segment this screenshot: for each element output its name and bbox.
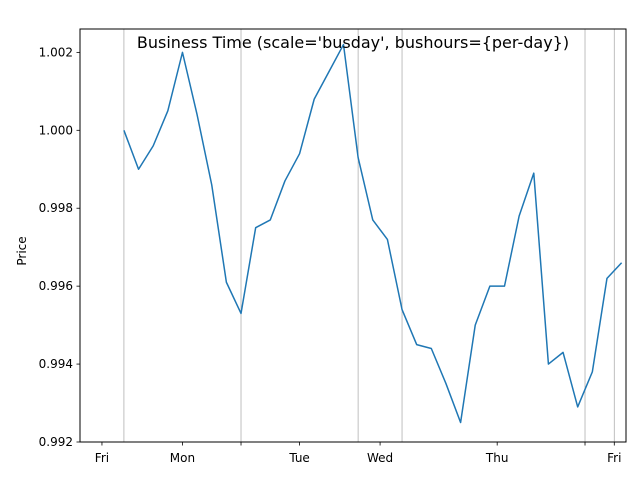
y-axis: 0.992 0.994 0.996 0.998 1.000 1.002 [39, 45, 80, 449]
plot-frame [79, 28, 627, 443]
price-series-line [123, 43, 623, 424]
y-tick-label: 0.996 [39, 279, 73, 293]
y-tick-label: 0.994 [39, 357, 73, 371]
y-axis-label: Price [15, 236, 29, 265]
y-tick-label: 0.992 [39, 435, 73, 449]
x-tick-label: Mon [170, 451, 195, 465]
x-tick-label: Wed [367, 451, 393, 465]
x-tick-label: Thu [485, 451, 509, 465]
x-axis: Fri Mon Tue Wed Thu Fri [95, 442, 621, 465]
y-tick-label: 1.000 [39, 123, 73, 137]
line-layer [123, 43, 623, 424]
y-tick-label: 1.002 [39, 45, 73, 59]
x-tick-label: Fri [607, 451, 621, 465]
chart-title: Business Time (scale='busday', bushours=… [137, 33, 569, 52]
y-tick-label: 0.998 [39, 201, 73, 215]
x-tick-label: Tue [288, 451, 310, 465]
x-tick-label: Fri [95, 451, 109, 465]
grid-layer [123, 29, 615, 442]
